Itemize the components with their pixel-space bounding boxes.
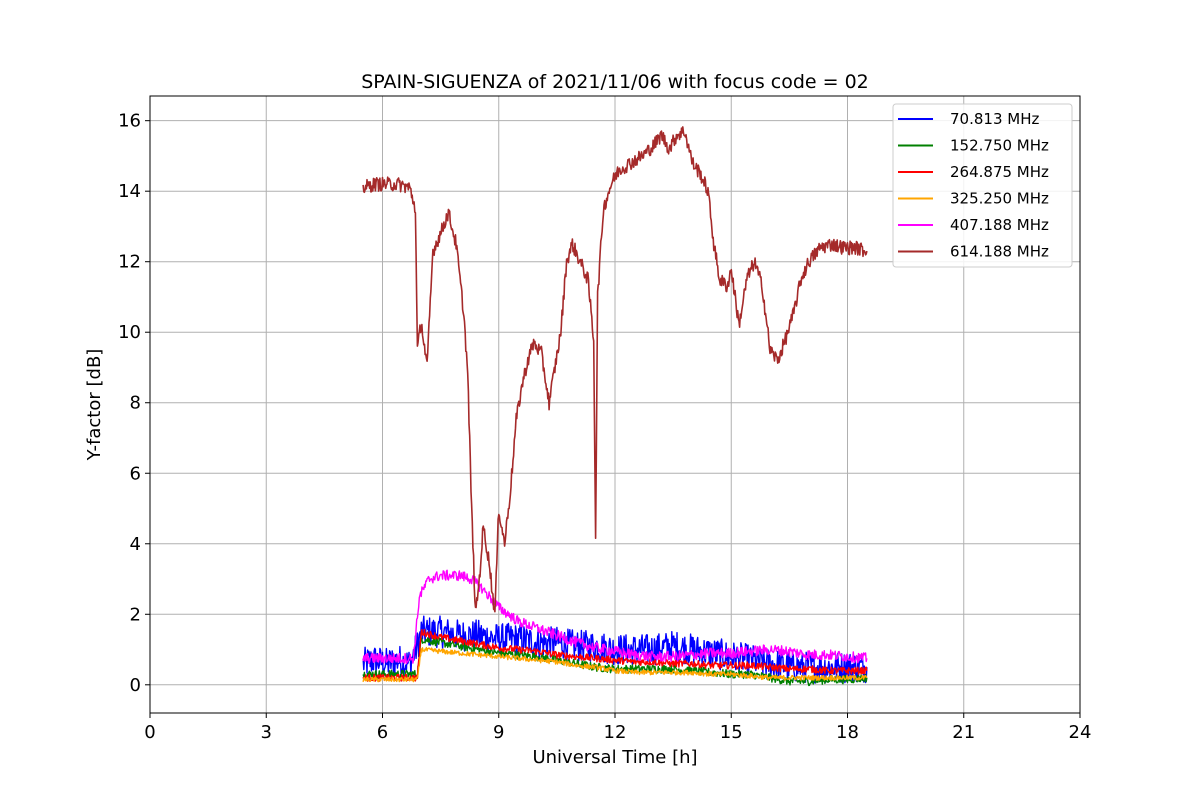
x-tick-label: 3 <box>261 722 272 743</box>
series-line-5 <box>362 569 868 665</box>
legend-entry-1: 70.813 MHz <box>950 110 1039 128</box>
y-tick-label: 12 <box>118 252 141 273</box>
y-tick-label: 16 <box>118 111 141 132</box>
y-tick-label: 10 <box>118 322 141 343</box>
y-tick-label: 8 <box>130 393 141 414</box>
x-tick-label: 15 <box>720 722 743 743</box>
y-tick-label: 2 <box>130 604 141 625</box>
series-line-1 <box>362 615 868 684</box>
plot-area <box>362 126 868 687</box>
legend-entry-6: 614.188 MHz <box>950 243 1049 261</box>
y-tick-label: 14 <box>118 181 141 202</box>
x-tick-label: 9 <box>493 722 504 743</box>
x-tick-label: 6 <box>377 722 388 743</box>
x-tick-label: 12 <box>604 722 627 743</box>
legend-entry-3: 264.875 MHz <box>950 163 1049 181</box>
series-line-6 <box>362 126 868 613</box>
chart-title: SPAIN-SIGUENZA of 2021/11/06 with focus … <box>361 71 869 93</box>
x-tick-label: 24 <box>1069 722 1092 743</box>
legend-entry-2: 152.750 MHz <box>950 137 1049 155</box>
y-tick-label: 0 <box>130 675 141 696</box>
y-tick-label: 6 <box>130 463 141 484</box>
x-tick-label: 0 <box>144 722 155 743</box>
legend: 70.813 MHz 152.750 MHz 264.875 MHz 325.250 … <box>892 103 1073 268</box>
y-axis-label: Y-factor [dB] <box>84 349 105 462</box>
x-tick-label: 21 <box>952 722 975 743</box>
legend-box <box>892 103 1073 268</box>
grid-lines <box>149 96 1081 713</box>
series-line-4 <box>362 646 868 683</box>
y-tick-label: 4 <box>130 534 141 555</box>
legend-entry-5: 407.188 MHz <box>950 216 1049 234</box>
x-tick-label: 18 <box>836 722 859 743</box>
series-line-3 <box>362 628 868 682</box>
legend-entry-4: 325.250 MHz <box>950 190 1049 208</box>
x-axis-label: Universal Time [h] <box>532 747 697 768</box>
